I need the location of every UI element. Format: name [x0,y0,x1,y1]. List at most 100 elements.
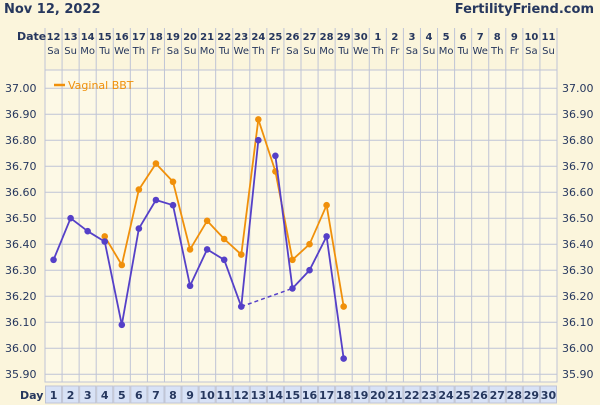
day-label: 30 [541,389,557,402]
chart-date: Nov 12, 2022 [4,2,101,17]
series-line-segment [120,228,140,325]
date-label: 1 [374,32,381,43]
day-cell [113,385,131,404]
date-label: 26 [286,32,300,43]
day-label: 4 [101,389,109,402]
weekday-label: Su [184,46,197,57]
date-label: 8 [494,32,501,43]
series-line-segment [308,235,328,271]
weekday-label: We [114,46,129,57]
day-cell [96,385,114,404]
day-label: 10 [199,389,215,402]
data-point [186,282,194,290]
y-tick-label-left: 37.00 [5,82,37,95]
date-label: 22 [217,32,231,43]
data-point [169,201,177,209]
data-point [255,136,262,144]
y-tick-label-left: 36.60 [5,186,37,199]
day-cell [488,385,506,404]
day-cell [79,385,97,404]
weekday-label: Su [64,46,77,57]
date-label: 28 [320,32,334,43]
series-line-segment [240,140,260,307]
series-line-segment [172,205,191,286]
data-point [289,256,296,264]
series-line-segment [308,204,328,245]
series-line-segment [138,199,157,230]
day-label: 17 [319,389,334,402]
day-cell [215,385,233,404]
weekday-label: We [472,46,487,57]
weekday-label: Fr [151,46,161,57]
series-line-segment [206,220,225,240]
y-tick-label-right: 36.50 [562,212,594,225]
date-label: 5 [443,32,450,43]
day-label: 19 [353,389,368,402]
date-label: 20 [183,32,197,43]
day-cell [471,385,489,404]
day-cell [522,385,540,404]
day-label: 12 [234,389,249,402]
data-point [152,160,160,167]
day-cell [181,385,199,404]
data-point [289,285,296,292]
day-cell [301,385,319,404]
date-label: 15 [98,32,112,43]
date-label: 9 [511,32,518,43]
day-label: 3 [84,389,92,402]
legend-label: Vaginal BBT [68,79,134,92]
weekday-label: Sa [406,46,418,57]
series-line-segment [189,220,208,250]
weekday-label: Su [542,46,555,57]
date-label: 3 [408,32,415,43]
y-tick-label-left: 36.80 [5,134,37,147]
y-tick-label-right: 35.90 [562,368,594,381]
weekday-label: Mo [80,46,95,57]
series-line-segment [52,217,72,261]
weekday-label: Mo [439,46,454,57]
data-point [203,217,211,225]
day-label: 15 [285,389,300,402]
site-name: FertilityFriend.com [454,2,594,17]
date-label: 16 [115,32,129,43]
data-point [306,266,313,274]
data-point [220,235,228,243]
day-label: 21 [387,389,402,402]
weekday-label: Fr [510,46,520,57]
data-point [255,116,262,123]
day-cell [130,385,148,404]
day-label: 13 [251,389,266,402]
y-tick-label-left: 36.00 [5,342,37,355]
day-cell [164,385,182,404]
data-point [323,201,330,209]
series-line-segment [240,119,260,255]
y-tick-label-left: 36.70 [5,160,37,173]
data-point [152,196,160,204]
series-line-segment [206,248,225,261]
data-point [203,246,211,253]
day-cell [335,385,353,404]
weekday-label: Tu [218,46,230,57]
series-line-segment [257,119,277,172]
weekday-label: Su [303,46,316,57]
series-dashed-segment [241,287,293,308]
data-point [169,178,177,186]
day-label: 5 [118,389,126,402]
data-point [340,303,347,310]
y-tick-label-left: 36.10 [5,316,37,329]
date-label: 6 [460,32,467,43]
day-cell [386,385,404,404]
data-point [306,240,313,248]
day-cell [454,385,472,404]
data-point [135,186,143,193]
y-tick-label-left: 36.30 [5,264,37,277]
weekday-label: Tu [98,46,110,57]
weekday-label: Th [132,46,145,57]
weekday-label: Mo [200,46,215,57]
day-cell [198,385,216,404]
day-label: 28 [507,389,522,402]
day-cell [45,385,63,404]
data-point [237,303,245,310]
day-cell [249,385,267,404]
day-cell [369,385,387,404]
